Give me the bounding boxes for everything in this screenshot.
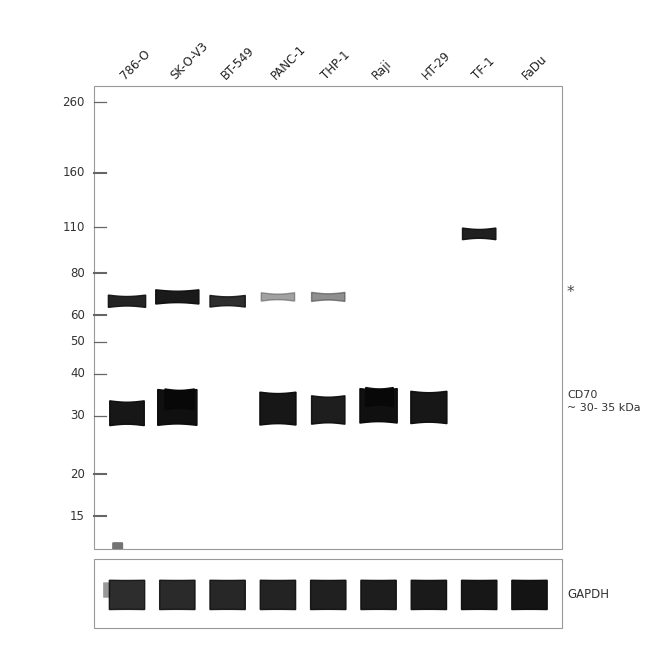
Text: TF-1: TF-1 bbox=[470, 55, 497, 82]
Text: 40: 40 bbox=[70, 368, 85, 380]
Text: BT-549: BT-549 bbox=[218, 44, 257, 82]
Polygon shape bbox=[311, 293, 345, 301]
Text: 60: 60 bbox=[70, 309, 85, 322]
Text: 20: 20 bbox=[70, 468, 85, 481]
FancyBboxPatch shape bbox=[103, 583, 111, 598]
Text: 110: 110 bbox=[62, 221, 85, 233]
Polygon shape bbox=[110, 401, 144, 426]
Text: 80: 80 bbox=[70, 267, 85, 280]
Text: GAPDH: GAPDH bbox=[567, 589, 609, 601]
Text: 260: 260 bbox=[62, 96, 85, 109]
Polygon shape bbox=[160, 581, 195, 610]
Text: 30: 30 bbox=[70, 409, 85, 422]
Text: THP-1: THP-1 bbox=[319, 48, 353, 82]
Polygon shape bbox=[165, 389, 194, 410]
Polygon shape bbox=[260, 392, 296, 425]
Polygon shape bbox=[366, 388, 393, 406]
Polygon shape bbox=[411, 581, 447, 610]
Polygon shape bbox=[261, 293, 294, 301]
Polygon shape bbox=[210, 581, 245, 610]
Text: 786-O: 786-O bbox=[118, 47, 153, 82]
Polygon shape bbox=[311, 396, 345, 424]
Polygon shape bbox=[109, 581, 145, 610]
Text: CD70
~ 30- 35 kDa: CD70 ~ 30- 35 kDa bbox=[567, 390, 640, 413]
Polygon shape bbox=[158, 390, 197, 426]
Polygon shape bbox=[210, 295, 245, 307]
FancyBboxPatch shape bbox=[112, 542, 123, 551]
Text: Raji: Raji bbox=[369, 57, 394, 82]
Polygon shape bbox=[462, 581, 497, 610]
Text: PANC-1: PANC-1 bbox=[268, 42, 309, 82]
Text: *: * bbox=[567, 285, 575, 300]
Text: 15: 15 bbox=[70, 510, 85, 523]
Polygon shape bbox=[311, 581, 346, 610]
Polygon shape bbox=[156, 290, 199, 304]
Text: HT-29: HT-29 bbox=[420, 49, 453, 82]
Text: SK-O-V3: SK-O-V3 bbox=[168, 39, 211, 82]
Text: 160: 160 bbox=[62, 166, 85, 180]
Polygon shape bbox=[361, 581, 396, 610]
Polygon shape bbox=[109, 295, 146, 307]
Polygon shape bbox=[260, 581, 296, 610]
Text: 50: 50 bbox=[70, 335, 85, 348]
Polygon shape bbox=[360, 388, 397, 423]
Text: FaDu: FaDu bbox=[520, 52, 551, 82]
Polygon shape bbox=[411, 391, 447, 424]
Polygon shape bbox=[463, 228, 496, 239]
Polygon shape bbox=[512, 581, 547, 610]
